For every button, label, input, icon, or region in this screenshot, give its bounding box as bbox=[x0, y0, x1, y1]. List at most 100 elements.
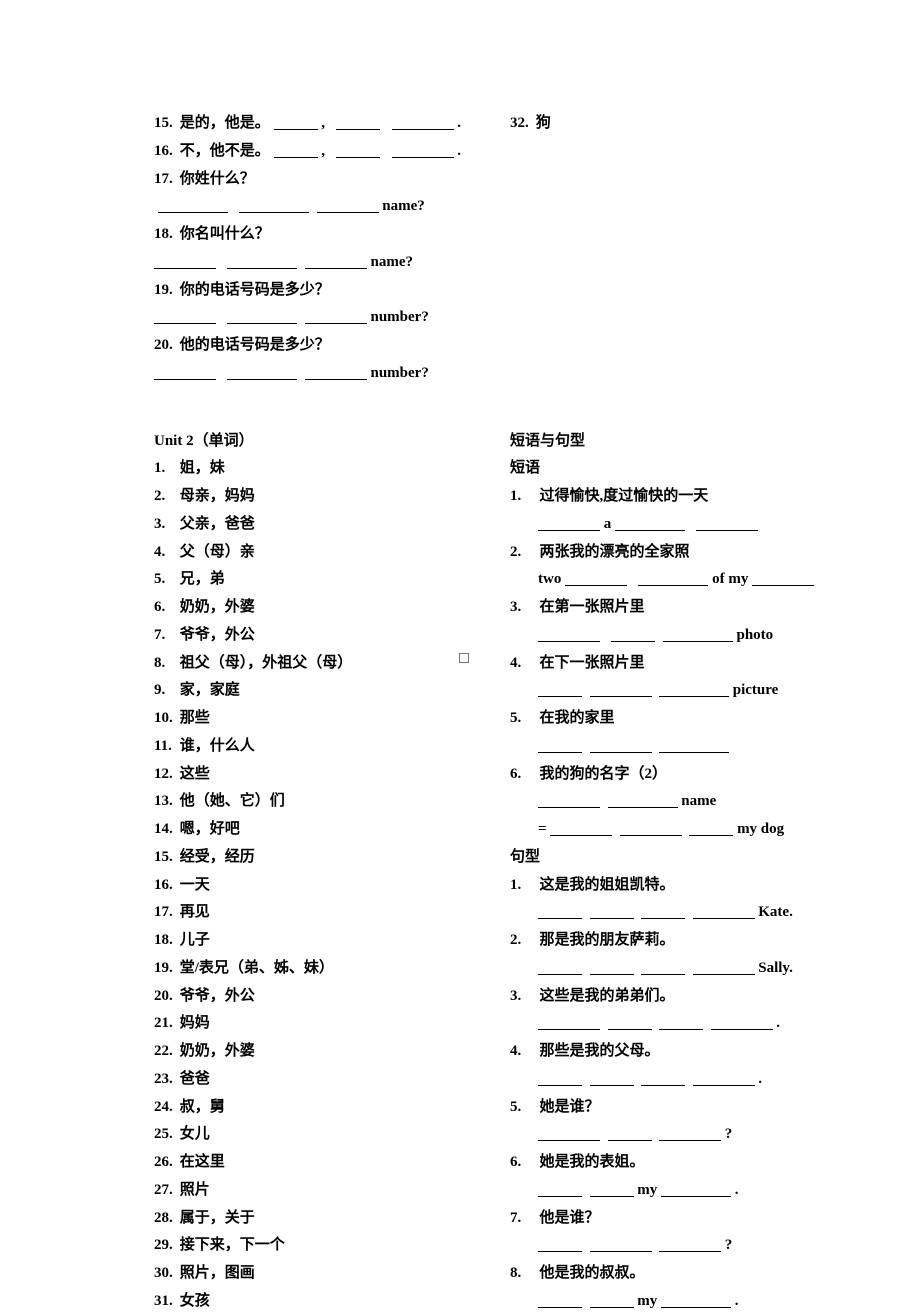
vocab-item: 17. 再见 bbox=[154, 899, 474, 927]
item-text: 祖父（母），外祖父（母） bbox=[176, 655, 352, 671]
blank bbox=[590, 974, 634, 975]
item-number: 24. bbox=[154, 1094, 176, 1122]
tail: name? bbox=[371, 254, 414, 270]
vocab-item: 2. 母亲，妈妈 bbox=[154, 483, 474, 511]
item-text: 你的电话号码是多少？ bbox=[180, 282, 330, 298]
item-number: 21. bbox=[154, 1010, 176, 1038]
blank bbox=[608, 1140, 652, 1141]
item-number: 14. bbox=[154, 816, 176, 844]
item-number: 8. bbox=[154, 650, 176, 678]
vocab-item: 20. 爷爷，外公 bbox=[154, 983, 474, 1011]
item-text: 他的电话号码是多少？ bbox=[180, 337, 330, 353]
top-left-column: 15. 是的，他是。 , . 16. 不，他不是。 , . bbox=[154, 110, 474, 388]
item-text: 那些 bbox=[176, 710, 210, 726]
item-number: 6. bbox=[510, 1149, 532, 1177]
item-text: 属于，关于 bbox=[176, 1210, 255, 1226]
blank bbox=[538, 1307, 582, 1308]
question-32: 32. 狗 bbox=[510, 110, 826, 138]
blank bbox=[608, 1029, 652, 1030]
page-marker bbox=[459, 653, 469, 663]
blank bbox=[336, 129, 380, 130]
item-text: 儿子 bbox=[176, 932, 210, 948]
sentence-6-blanks: my . bbox=[510, 1177, 826, 1205]
blank bbox=[752, 585, 814, 586]
item-text: 这是我的姐姐凯特。 bbox=[540, 877, 675, 893]
item-number: 13. bbox=[154, 788, 176, 816]
item-number: 30. bbox=[154, 1260, 176, 1288]
blank bbox=[239, 212, 309, 213]
item-number: 22. bbox=[154, 1038, 176, 1066]
phrase-2-blanks: two of my bbox=[510, 566, 826, 594]
blank bbox=[158, 212, 228, 213]
item-text: 她是谁？ bbox=[540, 1099, 600, 1115]
item-text: 爷爷，外公 bbox=[176, 627, 255, 643]
blank bbox=[227, 323, 297, 324]
tail: Kate. bbox=[758, 904, 793, 920]
vocab-item: 29. 接下来，下一个 bbox=[154, 1232, 474, 1260]
item-text: 一天 bbox=[176, 877, 210, 893]
item-number: 27. bbox=[154, 1177, 176, 1205]
item-number: 29. bbox=[154, 1232, 176, 1260]
vocab-item: 15. 经受，经历 bbox=[154, 844, 474, 872]
tail: my dog bbox=[737, 821, 784, 837]
question-20: 20. 他的电话号码是多少？ bbox=[154, 332, 474, 360]
vocab-item: 5. 兄，弟 bbox=[154, 566, 474, 594]
item-text: 你名叫什么？ bbox=[180, 226, 270, 242]
item-text: 那是我的朋友萨莉。 bbox=[540, 932, 675, 948]
item-number: 26. bbox=[154, 1149, 176, 1177]
sentence-4-blanks: . bbox=[510, 1066, 826, 1094]
blank bbox=[711, 1029, 773, 1030]
item-text: 不，他不是。 bbox=[180, 143, 270, 159]
item-text: 狗 bbox=[536, 115, 551, 131]
phrase-5: 5. 在我的家里 bbox=[510, 705, 826, 733]
question-20-blanks: number? bbox=[154, 360, 474, 388]
item-text: 在下一张照片里 bbox=[540, 655, 645, 671]
blank bbox=[538, 918, 582, 919]
item-text: 过得愉快,度过愉快的一天 bbox=[540, 488, 709, 504]
blank bbox=[305, 268, 367, 269]
blank bbox=[696, 530, 758, 531]
blank bbox=[611, 641, 655, 642]
sentence-5: 5. 她是谁？ bbox=[510, 1094, 826, 1122]
item-text: 他（她、它）们 bbox=[176, 793, 285, 809]
item-text: 叔，舅 bbox=[176, 1099, 225, 1115]
item-number: 20. bbox=[154, 332, 176, 360]
item-number: 8. bbox=[510, 1260, 532, 1288]
blank bbox=[538, 696, 582, 697]
unit2-words-list: 1. 姐，妹2. 母亲，妈妈3. 父亲，爸爸4. 父（母）亲5. 兄，弟6. 奶… bbox=[154, 455, 474, 1315]
blank bbox=[538, 1029, 600, 1030]
item-text: 照片 bbox=[176, 1182, 210, 1198]
vocab-item: 25. 女儿 bbox=[154, 1121, 474, 1149]
blank bbox=[538, 1140, 600, 1141]
blank bbox=[590, 1085, 634, 1086]
vocab-item: 18. 儿子 bbox=[154, 927, 474, 955]
phrase-6-line1: name bbox=[510, 788, 826, 816]
item-number: 3. bbox=[510, 594, 532, 622]
blank bbox=[590, 1196, 634, 1197]
item-number: 15. bbox=[154, 110, 176, 138]
item-text: 你姓什么？ bbox=[180, 171, 255, 187]
item-text: 女孩 bbox=[176, 1293, 210, 1309]
tail: . bbox=[776, 1015, 780, 1031]
phrase-1-blanks: a bbox=[510, 511, 826, 539]
vocab-item: 23. 爸爸 bbox=[154, 1066, 474, 1094]
blank bbox=[620, 835, 682, 836]
vocab-item: 22. 奶奶，外婆 bbox=[154, 1038, 474, 1066]
tail: picture bbox=[733, 682, 779, 698]
top-columns: 15. 是的，他是。 , . 16. 不，他不是。 , . bbox=[154, 110, 826, 388]
vocab-item: 10. 那些 bbox=[154, 705, 474, 733]
tail: . bbox=[758, 1071, 762, 1087]
question-17-blanks: name? bbox=[154, 193, 474, 221]
item-text: 奶奶，外婆 bbox=[176, 1043, 255, 1059]
blank bbox=[565, 585, 627, 586]
section-spacer bbox=[154, 388, 826, 428]
item-text: 这些 bbox=[176, 766, 210, 782]
blank bbox=[659, 1029, 703, 1030]
pre: = bbox=[538, 821, 550, 837]
blank bbox=[661, 1196, 731, 1197]
blank bbox=[154, 268, 216, 269]
item-number: 1. bbox=[510, 872, 532, 900]
blank bbox=[689, 835, 733, 836]
item-number: 5. bbox=[510, 705, 532, 733]
blank bbox=[538, 641, 600, 642]
